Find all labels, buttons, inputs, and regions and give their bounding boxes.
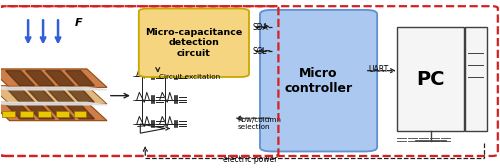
- Polygon shape: [26, 87, 54, 102]
- Polygon shape: [0, 102, 107, 121]
- Polygon shape: [0, 86, 107, 104]
- Text: SDA: SDA: [252, 23, 268, 32]
- Polygon shape: [6, 104, 34, 119]
- Polygon shape: [46, 71, 74, 86]
- FancyBboxPatch shape: [397, 27, 464, 132]
- Text: PC: PC: [416, 70, 445, 89]
- Bar: [38, 111, 50, 117]
- Bar: [56, 111, 68, 117]
- Polygon shape: [66, 87, 94, 102]
- Text: SCL: SCL: [252, 47, 266, 56]
- Polygon shape: [6, 71, 34, 86]
- FancyBboxPatch shape: [466, 27, 487, 131]
- FancyBboxPatch shape: [260, 10, 377, 152]
- Text: F: F: [74, 18, 82, 28]
- Text: UART: UART: [368, 65, 388, 74]
- Polygon shape: [66, 104, 94, 119]
- Polygon shape: [66, 71, 94, 86]
- Bar: [2, 111, 14, 117]
- FancyBboxPatch shape: [139, 9, 249, 77]
- Polygon shape: [0, 102, 107, 105]
- Text: Circuit excitation: Circuit excitation: [160, 74, 220, 79]
- Text: Row/column
selection: Row/column selection: [238, 117, 282, 130]
- Polygon shape: [0, 69, 107, 87]
- Polygon shape: [26, 71, 54, 86]
- Bar: [74, 111, 86, 117]
- Polygon shape: [0, 87, 107, 90]
- Bar: [20, 111, 32, 117]
- Text: Micro
controller: Micro controller: [284, 67, 352, 95]
- Text: electric power: electric power: [223, 155, 277, 164]
- Polygon shape: [46, 87, 74, 102]
- Polygon shape: [26, 104, 54, 119]
- Text: Micro-capacitance
detection
circuit: Micro-capacitance detection circuit: [146, 28, 242, 58]
- Polygon shape: [46, 104, 74, 119]
- Polygon shape: [6, 87, 34, 102]
